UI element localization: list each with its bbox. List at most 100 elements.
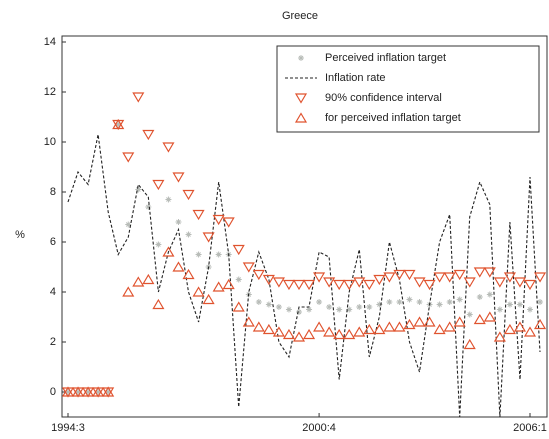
marker	[61, 386, 75, 397]
marker	[323, 277, 336, 288]
marker	[172, 261, 185, 272]
y-tick-label: 0	[50, 386, 56, 398]
marker	[523, 279, 537, 291]
marker	[165, 196, 172, 203]
marker	[443, 321, 456, 332]
marker	[513, 321, 527, 332]
marker	[125, 221, 132, 228]
marker	[456, 296, 463, 303]
marker	[185, 231, 192, 238]
marker	[285, 306, 292, 313]
marker	[212, 214, 225, 226]
marker	[316, 299, 323, 305]
marker	[195, 251, 202, 258]
marker	[272, 277, 285, 288]
marker	[386, 299, 393, 305]
marker	[75, 389, 82, 395]
marker	[473, 267, 486, 278]
marker	[105, 389, 112, 395]
legend-marker	[294, 112, 308, 123]
marker	[152, 298, 165, 310]
marker	[255, 299, 262, 305]
marker	[503, 323, 516, 335]
marker	[493, 277, 506, 288]
marker	[212, 281, 225, 292]
marker	[115, 121, 122, 128]
marker	[533, 272, 547, 283]
marker	[92, 386, 105, 397]
legend-label: 90% confidence interval	[325, 92, 442, 104]
marker	[182, 268, 195, 280]
marker	[493, 331, 506, 342]
marker	[142, 273, 155, 285]
marker	[252, 321, 265, 332]
marker	[272, 326, 285, 337]
marker	[71, 386, 85, 397]
marker	[135, 186, 142, 193]
marker	[466, 311, 473, 318]
legend-marker	[298, 55, 304, 61]
marker	[343, 328, 356, 340]
marker	[363, 279, 376, 291]
marker	[463, 338, 476, 350]
marker	[336, 306, 343, 313]
marker	[282, 279, 296, 291]
marker	[353, 277, 366, 288]
marker	[393, 321, 406, 332]
marker	[516, 301, 523, 308]
marker	[496, 306, 503, 313]
marker	[353, 326, 366, 337]
y-tick-label: 14	[44, 36, 56, 48]
y-axis-label: %	[15, 229, 25, 241]
marker	[222, 217, 235, 228]
marker	[333, 279, 346, 291]
y-tick-label: 12	[44, 86, 56, 98]
marker	[413, 316, 426, 327]
marker	[343, 279, 356, 291]
marker	[406, 296, 413, 303]
marker	[145, 204, 152, 210]
marker	[252, 269, 265, 281]
marker	[463, 277, 476, 288]
marker	[296, 309, 302, 315]
marker	[222, 278, 235, 290]
marker	[506, 301, 513, 308]
y-tick-label: 8	[50, 186, 56, 198]
marker	[433, 323, 446, 335]
marker	[172, 172, 185, 183]
marker	[393, 269, 406, 281]
marker	[486, 291, 493, 298]
x-tick-label: 2000:4	[302, 422, 336, 434]
marker	[373, 323, 386, 335]
marker	[162, 142, 175, 153]
marker	[122, 152, 135, 163]
marker	[373, 274, 386, 286]
marker	[533, 318, 547, 330]
marker	[302, 279, 316, 291]
marker	[202, 293, 215, 305]
marker	[403, 318, 416, 330]
y-tick-label: 10	[44, 136, 56, 148]
marker	[85, 389, 92, 395]
marker	[242, 316, 255, 327]
marker	[523, 326, 537, 337]
marker	[313, 321, 326, 332]
marker	[537, 299, 544, 305]
legend-label: for perceived inflation target	[325, 112, 461, 124]
marker	[363, 323, 376, 335]
marker	[132, 276, 145, 287]
marker	[235, 276, 242, 283]
marker	[333, 328, 346, 340]
marker	[326, 304, 333, 310]
marker	[513, 277, 527, 288]
marker	[436, 301, 443, 308]
marker	[453, 269, 466, 281]
y-tick-label: 2	[50, 336, 56, 348]
legend-label: Inflation rate	[325, 72, 386, 84]
marker	[262, 274, 275, 286]
marker	[182, 189, 195, 201]
marker	[142, 129, 155, 141]
marker	[242, 262, 255, 273]
marker	[82, 386, 95, 397]
